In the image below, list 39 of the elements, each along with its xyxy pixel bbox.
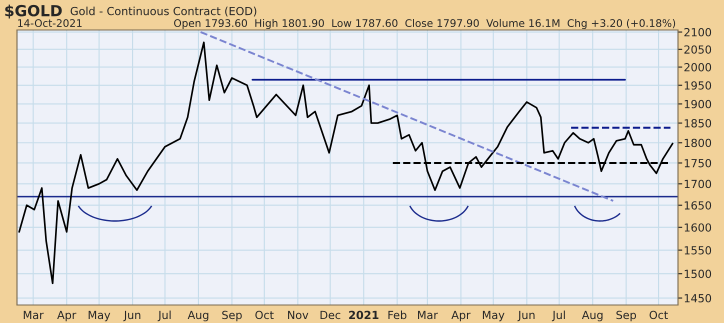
y-tick-label: 2000 xyxy=(684,63,712,72)
x-tick-label: Nov xyxy=(288,310,308,320)
y-tick-label: 2100 xyxy=(684,28,712,36)
text: Open 1793.60 High 1801.90 Low 1787.60 Close 1797.90 Volume 16.1M Chg +3.20 (+0.18%) xyxy=(174,18,676,30)
y-tick-label: 1550 xyxy=(684,246,712,255)
x-tick-label: Jun xyxy=(518,310,535,322)
x-tick-label: Sep xyxy=(616,310,636,322)
chart-subtitle: Gold - Continuous Contract (EOD) xyxy=(70,6,256,17)
text: 14-Oct-2021 xyxy=(18,19,82,28)
y-tick-label: 1700 xyxy=(684,180,712,188)
x-tick-label: Oct xyxy=(255,310,274,320)
y-tick-label: 1600 xyxy=(684,223,712,232)
y-tick-label: 1750 xyxy=(684,158,712,168)
line-series xyxy=(18,42,674,284)
x-tick-label: May xyxy=(482,310,504,322)
x-tick-label: Aug xyxy=(582,310,603,322)
x-tick-label: Jul xyxy=(158,310,171,322)
x-tick-label: May xyxy=(88,310,110,322)
y-tick-label: 1800 xyxy=(684,138,712,148)
x-tick-label: Oct xyxy=(650,310,668,320)
x-tick-label: Aug xyxy=(188,310,208,322)
x-tick-label: Dec xyxy=(320,310,340,320)
y-tick-label: 1500 xyxy=(684,270,712,278)
x-tick-label: Mar xyxy=(24,310,44,320)
y-tick-label: 2050 xyxy=(684,45,712,54)
x-tick-label: Apr xyxy=(57,310,76,322)
x-tick-label: Sep xyxy=(222,310,242,322)
y-tick-label: 1950 xyxy=(684,81,712,90)
x-tick-label: Apr xyxy=(451,310,471,322)
chart-title: $GOLD xyxy=(5,4,62,18)
y-tick-label: 1900 xyxy=(684,100,712,108)
y-tick-label: 1450 xyxy=(684,294,712,302)
x-tick-label: Jul xyxy=(552,310,565,322)
y-tick-label: 1650 xyxy=(684,201,712,210)
x-tick-label: 2021 xyxy=(349,310,378,320)
x-tick-label: Jun xyxy=(123,310,140,322)
x-tick-label: Feb xyxy=(388,310,406,320)
y-tick-label: 1850 xyxy=(684,119,712,128)
x-tick-label: Mar xyxy=(418,310,438,320)
